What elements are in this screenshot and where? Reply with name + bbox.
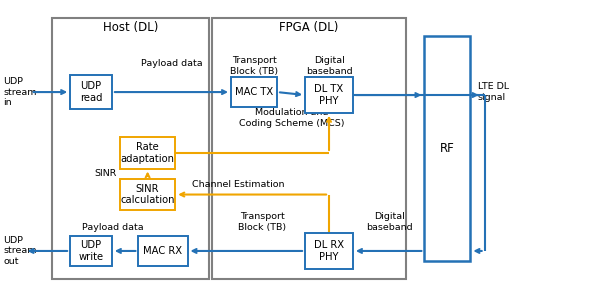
Text: Transport
Block (TB): Transport Block (TB) — [238, 212, 286, 232]
Text: Host (DL): Host (DL) — [103, 21, 159, 34]
FancyBboxPatch shape — [305, 77, 353, 113]
FancyBboxPatch shape — [424, 36, 470, 261]
FancyBboxPatch shape — [70, 75, 112, 109]
Text: DL RX
PHY: DL RX PHY — [314, 240, 344, 262]
Text: UDP
stream
in: UDP stream in — [3, 77, 36, 107]
Text: FPGA (DL): FPGA (DL) — [279, 21, 339, 34]
FancyBboxPatch shape — [120, 137, 175, 169]
Text: UDP
read: UDP read — [80, 81, 102, 103]
FancyBboxPatch shape — [212, 18, 406, 279]
Text: Payload data: Payload data — [82, 223, 144, 232]
Text: Payload data: Payload data — [141, 59, 202, 68]
Text: MAC TX: MAC TX — [235, 87, 273, 97]
Text: Digital
baseband: Digital baseband — [306, 56, 352, 76]
Text: UDP
write: UDP write — [79, 240, 103, 262]
FancyBboxPatch shape — [120, 179, 175, 210]
Text: SINR
calculation: SINR calculation — [121, 184, 175, 205]
Text: Modulation and
Coding Scheme (MCS): Modulation and Coding Scheme (MCS) — [239, 108, 344, 128]
FancyBboxPatch shape — [305, 233, 353, 269]
Text: Digital
baseband: Digital baseband — [367, 212, 413, 232]
Text: RF: RF — [440, 142, 454, 155]
Text: Rate
adaptation: Rate adaptation — [121, 142, 175, 164]
Text: MAC RX: MAC RX — [143, 246, 183, 256]
Text: DL TX
PHY: DL TX PHY — [314, 84, 344, 106]
Text: Transport
Block (TB): Transport Block (TB) — [230, 56, 278, 76]
Text: Channel Estimation: Channel Estimation — [192, 180, 285, 189]
Text: SINR: SINR — [95, 169, 117, 178]
FancyBboxPatch shape — [70, 236, 112, 266]
FancyBboxPatch shape — [52, 18, 209, 279]
FancyBboxPatch shape — [138, 236, 188, 266]
FancyBboxPatch shape — [231, 77, 277, 107]
Text: UDP
stream
out: UDP stream out — [3, 236, 36, 266]
Text: LTE DL
signal: LTE DL signal — [478, 82, 509, 102]
